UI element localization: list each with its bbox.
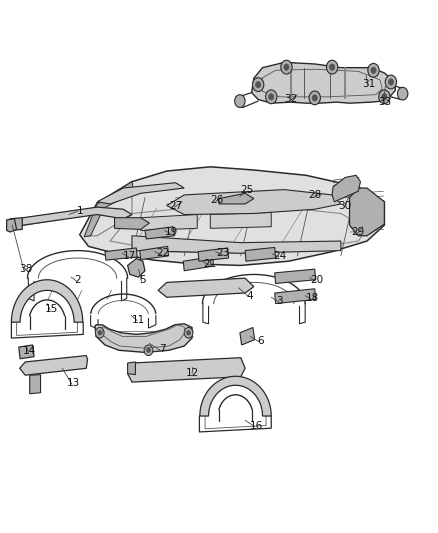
Circle shape [309,91,321,105]
Text: 20: 20 [311,274,324,285]
Polygon shape [275,289,316,304]
Text: 31: 31 [363,78,376,88]
Circle shape [98,330,102,335]
Text: 29: 29 [352,227,365,237]
Text: 11: 11 [132,314,145,325]
Circle shape [368,63,379,77]
Circle shape [284,64,289,70]
Text: 6: 6 [257,336,264,346]
Polygon shape [350,188,385,236]
Text: 17: 17 [123,251,136,261]
Polygon shape [20,356,88,375]
Polygon shape [105,248,137,260]
Text: 16: 16 [249,421,263,431]
Text: 38: 38 [19,264,32,274]
Text: 12: 12 [186,368,200,377]
Circle shape [23,347,30,356]
Text: 32: 32 [284,94,297,104]
Polygon shape [219,193,254,204]
Text: 5: 5 [140,274,146,285]
Text: 19: 19 [165,227,178,237]
Text: 15: 15 [45,304,58,314]
Circle shape [265,90,277,104]
Polygon shape [127,259,145,277]
Text: 24: 24 [273,251,286,261]
Text: 14: 14 [23,346,36,357]
Polygon shape [158,278,254,297]
Text: 25: 25 [240,184,254,195]
Circle shape [385,75,396,89]
Polygon shape [127,358,245,382]
Circle shape [329,64,335,70]
Circle shape [268,94,274,100]
Circle shape [389,79,393,85]
Text: 3: 3 [277,296,283,306]
Circle shape [147,348,150,352]
Polygon shape [198,248,229,261]
Polygon shape [115,217,149,229]
Polygon shape [84,182,134,237]
Polygon shape [97,183,184,204]
Circle shape [235,95,245,108]
Text: 23: 23 [217,248,230,259]
Text: 2: 2 [74,274,81,285]
Polygon shape [132,236,341,253]
Text: 27: 27 [169,200,182,211]
Polygon shape [245,247,276,261]
Text: 26: 26 [210,195,223,205]
Circle shape [379,90,390,104]
Circle shape [371,67,376,74]
Polygon shape [332,175,360,202]
Polygon shape [200,376,271,416]
Polygon shape [275,269,316,284]
Text: 28: 28 [308,190,321,200]
Polygon shape [141,215,197,230]
Text: 30: 30 [339,200,352,211]
Polygon shape [184,257,211,271]
Text: 18: 18 [306,293,319,303]
Polygon shape [80,167,385,265]
Polygon shape [7,219,17,232]
Text: 22: 22 [156,248,169,259]
Text: 7: 7 [159,344,166,354]
Polygon shape [10,207,132,230]
Polygon shape [167,190,341,215]
Polygon shape [95,324,192,352]
Text: 13: 13 [67,378,80,388]
Polygon shape [19,345,34,359]
Polygon shape [240,327,254,345]
Polygon shape [140,246,169,260]
Text: 1: 1 [76,206,83,216]
Text: 4: 4 [246,290,253,301]
Polygon shape [210,213,271,228]
Polygon shape [127,362,135,375]
Text: 21: 21 [204,259,217,269]
Circle shape [312,95,318,101]
Circle shape [326,60,338,74]
Circle shape [187,330,190,335]
Circle shape [95,327,104,338]
Circle shape [281,60,292,74]
Text: 33: 33 [378,97,391,107]
Circle shape [144,345,153,356]
Polygon shape [30,375,41,394]
Circle shape [184,327,193,338]
Circle shape [255,82,261,88]
Circle shape [382,94,387,100]
Polygon shape [252,62,395,103]
Polygon shape [145,227,175,239]
Polygon shape [11,280,83,322]
Circle shape [253,78,264,92]
Circle shape [397,87,408,100]
Polygon shape [10,217,22,230]
